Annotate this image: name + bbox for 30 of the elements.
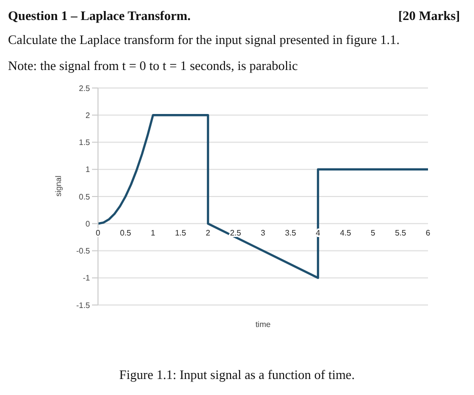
text: Note: the signal from t = 0 to t = 1 seconds, is parabolic (8, 58, 299, 74)
x-tick-label: 1 (150, 228, 156, 238)
y-axis-title: signal (54, 175, 63, 196)
x-tick-label: 6 (426, 228, 431, 238)
x-tick-label: 3.5 (284, 228, 297, 238)
y-tick-label: 1 (86, 165, 91, 174)
text: [20 Marks] (398, 8, 460, 24)
caption: Figure 1.1: Input signal as a function of time. (118, 367, 356, 383)
y-tick-label: -1 (82, 274, 91, 283)
x-tick-label: 0.5 (120, 228, 132, 238)
x-tick-label: 5.5 (394, 228, 407, 238)
y-tick-label: -0.5 (76, 246, 91, 256)
x-tick-label: 2.5 (230, 228, 242, 238)
x-tick-label: 0 (96, 228, 101, 238)
y-tick-label: 2 (86, 110, 91, 120)
x-tick-label: 4.5 (340, 228, 352, 238)
line-series (98, 114, 428, 279)
x-tick-label: 3 (260, 228, 266, 238)
chart-title: Question 1 – Laplace Transform. (8, 8, 191, 24)
y-tick-label: 2.5 (78, 84, 91, 93)
y-tick-label: -1.5 (76, 300, 91, 310)
x-tick-label: 4 (316, 228, 321, 238)
y-tick-label: 1.5 (78, 138, 91, 148)
y-tick-label: 0 (86, 219, 91, 228)
text: Calculate the Laplace transform for the input signal presented in figure 1.1. (8, 32, 401, 48)
x-tick-label: 5 (370, 228, 376, 238)
x-tick-label: 1.5 (174, 228, 187, 238)
y-tick-label: 0.5 (78, 192, 91, 202)
x-axis-title: time (255, 320, 272, 329)
x-tick-label: 2 (206, 228, 211, 238)
